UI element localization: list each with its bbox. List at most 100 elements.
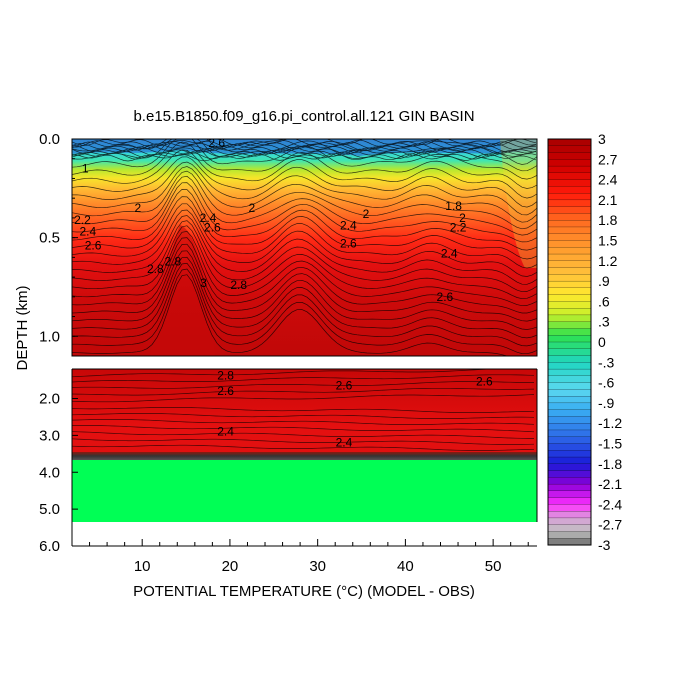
contour-label: 1.8 [445,199,462,213]
x-tick-label: 40 [397,558,414,575]
lower-contour-labels: 2.8 2.6 2.6 2.6 2.4 2.4 [217,369,493,449]
colorbar-swatch [547,450,592,458]
colorbar-swatch [547,368,592,377]
y-tick-label: 0.0 [39,131,60,148]
colorbar-swatch [547,280,592,289]
colorbar-swatch [547,409,592,417]
contour-label: 2.6 [85,238,102,252]
lower-panel-field [72,369,537,453]
lower-contour-lines [72,369,535,451]
colorbar-swatch [547,314,592,323]
y-tick-label: 4.0 [39,464,60,481]
contour-label: 2.6 [217,384,234,398]
upper-panel-field [72,139,537,356]
lower-y-ticks: 2.0 3.0 4.0 5.0 6.0 [39,391,78,555]
isotherm-line [72,225,537,300]
isotherm-line [72,156,537,208]
contour-label: 2.4 [217,424,234,438]
isotherm-line [72,170,537,230]
colorbar-swatch [547,362,592,370]
isotherm-line [72,444,535,451]
colorbar-swatch [547,253,592,262]
colorbar-swatch [547,308,592,316]
contour-label: 2.4 [340,219,357,233]
colorbar-swatch [547,389,592,397]
isotherm-line [72,231,537,307]
bottom-contour-band [72,452,537,460]
isotherm-line [72,189,537,251]
colorbar-swatch [547,321,592,329]
isotherm-line [72,209,537,277]
colorbar-swatch [547,240,592,248]
isotherm-line [72,381,534,389]
isotherm-line [72,274,537,356]
isotherm-line [72,268,537,355]
colorbar-swatch [547,226,592,235]
colorbar-swatch [547,260,592,269]
warm-core-left [150,225,215,356]
colorbar-tick-label: -2.1 [598,476,622,492]
isotherm-line [72,412,535,419]
colorbar-swatch [547,429,592,438]
colorbar-tick-label: .3 [598,314,610,330]
contour-label: 2.6 [336,378,353,392]
colorbar-swatch [547,172,592,181]
contour-label: 2.2 [450,221,467,235]
colorbar-swatch [547,341,592,350]
contour-label: 3 [200,276,207,290]
colorbar-swatch [547,538,592,546]
isotherm-line [72,161,537,216]
contour-label: 2.6 [204,221,221,235]
isotherm-line [72,262,537,347]
x-tick-label: 30 [309,558,326,575]
colorbar-swatch [547,382,592,390]
isotherm-line [72,182,537,243]
contour-label: 2.6 [476,375,493,389]
colorbar-swatch [547,193,592,201]
contour-label: 2.8 [147,262,164,276]
colorbar-swatch [547,490,592,499]
surface-contour-line [72,141,537,150]
colorbar-tick-label: -2.7 [598,517,622,533]
colorbar-swatch [547,463,592,472]
contour-label: 2.6 [340,237,357,251]
colorbar-swatch [547,159,592,167]
colorbar-swatch [547,402,592,411]
isotherm-line [72,424,535,433]
colorbar-swatch [547,524,592,532]
isotherm-line [72,175,537,236]
colorbar-tick-label: -3 [598,537,611,553]
colorbar-swatch [547,375,592,384]
isotherm-line [72,431,534,439]
contour-label: 2.8 [230,278,247,292]
contour-label: 2.4 [441,246,458,260]
isotherm-line [72,149,537,199]
colorbar-swatch [547,335,592,343]
upper-y-ticks: 0.0 0.5 1.0 [39,131,78,357]
colorbar-swatch [547,436,592,445]
contour-label: 2.4 [79,225,96,239]
colorbar-swatch [547,152,592,160]
contour-label: 2.2 [74,213,91,227]
colorbar-swatch [547,511,592,519]
colorbar-swatch [547,517,592,526]
surface-contour-line [72,153,537,162]
contour-label: 2.6 [208,136,225,150]
colorbar-swatch [547,423,592,431]
colorbar-tick-label: -.6 [598,375,615,391]
y-tick-label: 2.0 [39,391,60,408]
colorbar-swatch [547,199,592,208]
seafloor-mask [72,460,537,522]
colorbar-swatch [547,267,592,275]
colorbar-swatch [547,145,592,154]
contour-label: 1 [82,162,89,176]
isotherm-line [72,374,535,383]
y-tick-label: 5.0 [39,501,60,518]
colorbar-tick-label: 3 [598,131,606,147]
colorbar-swatch [547,416,592,424]
isotherm-line [72,166,537,223]
colorbar-tick-labels: 3 2.7 2.4 2.1 1.8 1.5 1.2 .9 .6 .3 0 -.3 -.6 -.9 -1.2 -… [598,131,622,553]
